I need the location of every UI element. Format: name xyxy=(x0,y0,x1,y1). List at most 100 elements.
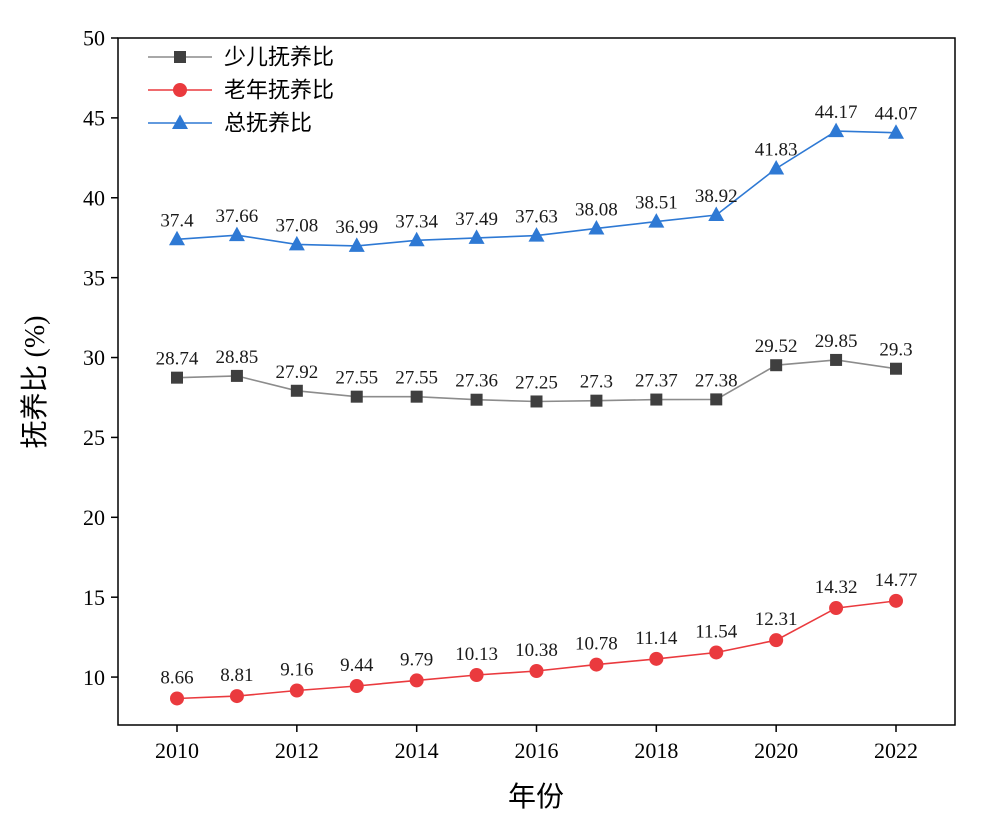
data-point-marker-triangle xyxy=(172,114,188,129)
data-point-marker-square xyxy=(290,384,303,397)
data-point-label: 28.74 xyxy=(156,349,199,370)
x-tick-label: 2016 xyxy=(515,738,559,763)
data-point-marker-circle xyxy=(829,601,844,616)
data-point-label: 28.85 xyxy=(216,347,259,368)
data-point-marker-square xyxy=(174,51,186,63)
data-point-marker-triangle xyxy=(468,229,485,244)
series-0: 28.74 28.85 27.92 27.55 27.55 27.36 27.25 27.3 2… xyxy=(156,331,913,408)
legend-item-1: 老年抚养比 xyxy=(148,78,334,103)
series-2: 37.4 37.66 37.08 36.99 37.34 37.49 37.63 38.08 3… xyxy=(160,102,917,252)
y-tick-label: 10 xyxy=(83,665,105,690)
data-point-marker-triangle xyxy=(169,230,185,246)
data-point-label: 12.31 xyxy=(755,609,798,630)
data-point-label: 44.07 xyxy=(875,104,918,125)
data-point-marker-circle xyxy=(173,83,187,97)
y-tick-label: 20 xyxy=(83,505,105,530)
y-tick-label: 35 xyxy=(83,265,105,290)
data-point-label: 37.66 xyxy=(216,206,259,227)
data-point-label: 10.78 xyxy=(575,634,618,655)
data-point-label: 27.92 xyxy=(275,362,318,383)
x-axis-title: 年份 xyxy=(508,781,564,813)
data-point-marker-circle xyxy=(709,645,724,660)
data-point-label: 29.85 xyxy=(815,331,858,352)
x-tick-label: 2012 xyxy=(275,738,319,763)
data-point-label: 37.63 xyxy=(515,207,558,228)
data-point-label: 38.08 xyxy=(575,199,618,220)
data-point-marker-square xyxy=(770,359,783,372)
data-point-marker-square xyxy=(171,371,183,384)
data-point-label: 37.08 xyxy=(275,215,318,236)
data-point-marker-square xyxy=(470,393,483,406)
data-point-label: 37.4 xyxy=(160,210,194,231)
data-point-marker-triangle xyxy=(708,206,725,222)
data-point-label: 27.36 xyxy=(455,371,498,392)
data-point-marker-square xyxy=(410,390,423,403)
data-point-label: 10.38 xyxy=(515,640,558,661)
data-point-marker-triangle xyxy=(348,237,365,252)
data-point-marker-circle xyxy=(349,679,364,694)
data-point-label: 27.38 xyxy=(695,370,738,391)
data-point-label: 29.3 xyxy=(879,340,912,361)
data-point-label: 38.92 xyxy=(695,186,738,207)
legend-label: 少儿抚养比 xyxy=(224,45,334,70)
data-point-marker-square xyxy=(530,395,543,408)
y-tick-label: 50 xyxy=(83,26,105,51)
data-point-label: 27.37 xyxy=(635,371,678,392)
data-point-label: 36.99 xyxy=(335,217,378,238)
chart-render-layer: 10 15 20 25 30 35 40 45 50 2010 2012 2014 2016 2018 20… xyxy=(83,26,956,763)
data-point-label: 37.49 xyxy=(455,209,498,230)
series-1: 8.66 8.81 9.16 9.44 9.79 10.13 10.38 10.78 11.14… xyxy=(160,570,917,706)
data-point-marker-circle xyxy=(589,657,604,672)
legend-item-2: 总抚养比 xyxy=(148,111,312,136)
legend-label: 总抚养比 xyxy=(224,111,312,136)
data-point-label: 27.3 xyxy=(580,372,613,393)
data-point-label: 14.32 xyxy=(815,577,858,598)
data-point-label: 27.55 xyxy=(395,368,438,389)
x-tick-label: 2022 xyxy=(874,738,918,763)
data-point-label: 9.79 xyxy=(400,649,433,670)
x-tick-label: 2010 xyxy=(155,738,199,763)
y-tick-label: 15 xyxy=(83,585,105,610)
x-tick-label: 2018 xyxy=(634,738,678,763)
data-point-label: 11.14 xyxy=(635,628,678,649)
data-point-marker-triangle xyxy=(588,219,605,235)
data-point-marker-square xyxy=(590,394,603,407)
data-point-marker-triangle xyxy=(408,231,425,247)
data-point-marker-circle xyxy=(170,691,184,706)
data-point-marker-circle xyxy=(229,689,244,704)
data-point-marker-circle xyxy=(409,673,424,688)
y-tick-label: 25 xyxy=(83,425,105,450)
data-point-marker-triangle xyxy=(528,227,545,242)
data-point-marker-triangle xyxy=(888,124,904,139)
data-point-marker-triangle xyxy=(288,235,305,251)
data-point-marker-square xyxy=(230,369,243,382)
data-point-marker-circle xyxy=(769,633,784,648)
data-point-marker-circle xyxy=(469,667,484,682)
data-point-label: 38.51 xyxy=(635,193,678,214)
data-point-label: 9.16 xyxy=(280,659,313,680)
y-axis-title: 抚养比 (%) xyxy=(19,316,51,449)
data-point-label: 8.66 xyxy=(160,667,193,688)
y-tick-label: 40 xyxy=(83,185,105,210)
data-point-marker-circle xyxy=(889,593,903,608)
data-point-marker-square xyxy=(350,390,363,403)
data-point-marker-circle xyxy=(649,651,664,666)
legend-item-0: 少儿抚养比 xyxy=(148,45,334,70)
data-point-marker-triangle xyxy=(768,160,785,175)
data-point-marker-triangle xyxy=(228,226,245,242)
data-point-label: 41.83 xyxy=(755,140,798,161)
data-point-marker-circle xyxy=(289,683,304,698)
data-point-marker-triangle xyxy=(828,122,845,138)
data-point-label: 27.25 xyxy=(515,372,558,393)
data-point-label: 37.34 xyxy=(395,211,438,232)
data-point-marker-triangle xyxy=(648,213,665,228)
data-point-marker-square xyxy=(890,362,902,375)
data-point-label: 9.44 xyxy=(340,655,374,676)
data-point-label: 10.13 xyxy=(455,644,498,665)
data-point-label: 44.17 xyxy=(815,102,858,123)
data-point-marker-square xyxy=(710,393,723,406)
data-point-label: 8.81 xyxy=(220,665,253,686)
data-point-label: 27.55 xyxy=(335,368,378,389)
